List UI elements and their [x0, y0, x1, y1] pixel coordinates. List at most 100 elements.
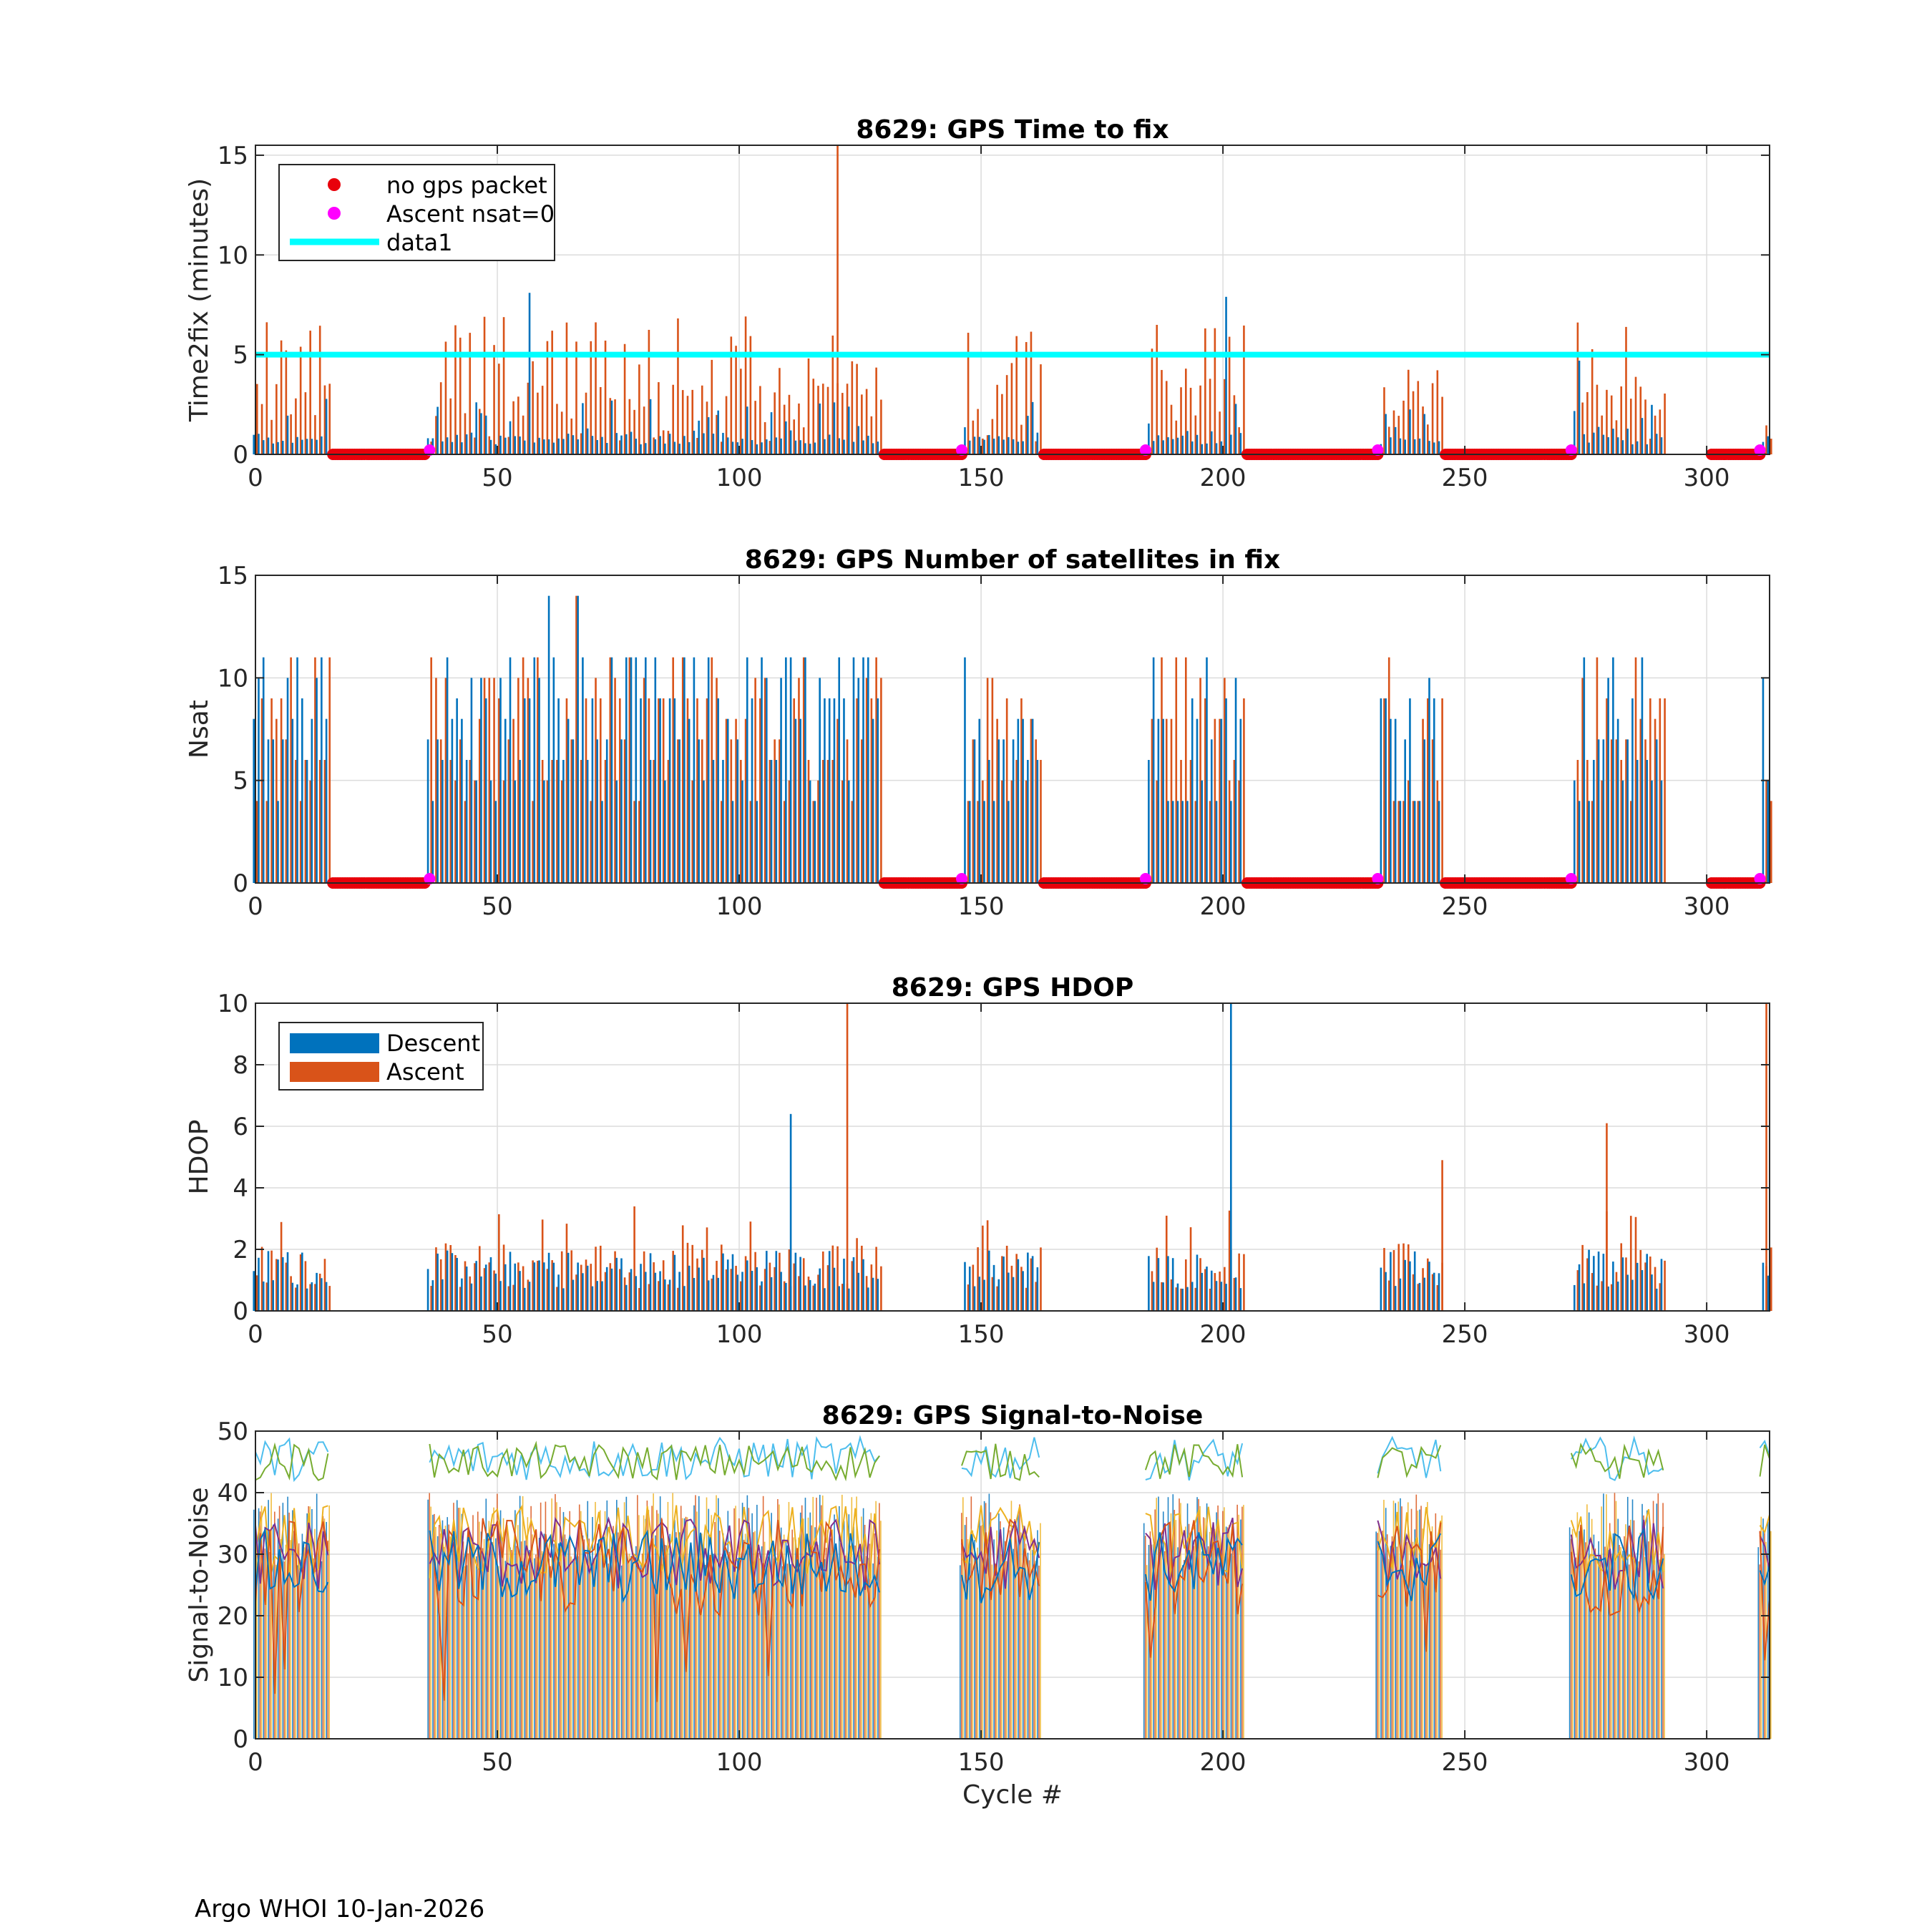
- snr-bar: [859, 1563, 861, 1739]
- bar-descent: [480, 1276, 482, 1311]
- bar-ascent: [265, 1282, 268, 1311]
- nsat0-marker: [424, 444, 436, 456]
- bar-ascent: [1596, 1285, 1599, 1311]
- snr-bar: [590, 1556, 592, 1739]
- bar-ascent: [725, 1269, 728, 1311]
- snr-bar: [1183, 1560, 1185, 1739]
- snr-bar: [965, 1517, 967, 1739]
- bar-descent: [586, 760, 589, 883]
- bar-ascent: [982, 438, 984, 454]
- bar-ascent: [744, 1256, 747, 1311]
- bar-descent: [1651, 1274, 1653, 1311]
- snr-bar: [1214, 1528, 1216, 1739]
- bar-ascent: [439, 382, 442, 454]
- snr-bar: [754, 1531, 756, 1739]
- bar-ascent: [304, 1261, 307, 1311]
- bar-descent: [1418, 801, 1421, 883]
- snr-bar: [972, 1530, 974, 1739]
- bar-spike: [1229, 1003, 1232, 1311]
- bar-descent: [1423, 739, 1426, 883]
- bar-ascent: [290, 1276, 292, 1311]
- tick-label-y: 5: [233, 341, 248, 370]
- bar-descent: [625, 1284, 628, 1311]
- bar-ascent: [498, 698, 500, 883]
- snr-bar: [1188, 1523, 1190, 1739]
- bar-ascent: [662, 698, 665, 883]
- bar-descent: [321, 1278, 323, 1311]
- bar-descent: [1612, 1262, 1614, 1311]
- snr-bar: [498, 1566, 499, 1739]
- snr-bar: [664, 1545, 666, 1739]
- bar-descent: [311, 1282, 313, 1311]
- bar-descent: [780, 438, 782, 454]
- snr-bar: [1027, 1552, 1029, 1739]
- bar-ascent: [1422, 1268, 1424, 1311]
- bar-descent: [630, 1269, 633, 1311]
- bar-descent: [1418, 1282, 1421, 1311]
- bar-ascent: [1441, 396, 1443, 454]
- bar-descent: [1621, 1257, 1624, 1311]
- bar-descent: [997, 1279, 1000, 1311]
- bar-descent: [1602, 1254, 1605, 1311]
- bar-ascent: [580, 760, 582, 883]
- snr-bar: [1385, 1508, 1387, 1739]
- snr-bar: [588, 1538, 590, 1739]
- bar-ascent: [1214, 328, 1216, 454]
- snr-bar: [670, 1553, 672, 1739]
- bar-ascent: [560, 780, 563, 883]
- snr-bar: [1040, 1523, 1041, 1739]
- snr-bar: [583, 1539, 585, 1739]
- bar-ascent: [1161, 1282, 1163, 1311]
- tick-label-x: 0: [248, 464, 263, 492]
- legend-entry: no gps packet: [386, 172, 547, 199]
- bar-descent: [717, 410, 719, 454]
- snr-bar: [1206, 1503, 1208, 1739]
- snr-bar: [656, 1510, 658, 1739]
- bar-ascent: [677, 739, 679, 883]
- snr-bar: [680, 1506, 682, 1739]
- bar-descent: [775, 437, 778, 454]
- bar-descent: [1206, 443, 1208, 454]
- bar-descent: [673, 698, 676, 883]
- bar-ascent: [1224, 379, 1226, 454]
- bar-descent: [291, 718, 294, 883]
- bar-ascent: [861, 739, 863, 883]
- bar-descent: [867, 435, 869, 454]
- bar-ascent: [831, 335, 834, 454]
- snr-bar: [962, 1497, 964, 1739]
- bar-ascent: [1407, 1244, 1410, 1311]
- bar-descent: [775, 760, 778, 883]
- bar-ascent: [696, 698, 698, 883]
- snr-bar: [478, 1521, 480, 1739]
- bar-descent: [301, 1252, 303, 1311]
- bar-descent: [1767, 436, 1769, 454]
- snr-bar: [562, 1512, 565, 1739]
- snr-bar: [1604, 1546, 1606, 1739]
- bar-descent: [804, 443, 806, 454]
- bar-descent: [756, 444, 758, 454]
- bar-ascent: [1431, 383, 1434, 454]
- bar-descent: [1626, 1274, 1629, 1311]
- snr-bar: [507, 1537, 509, 1739]
- snr-bar: [611, 1546, 613, 1739]
- bar-ascent: [275, 1259, 278, 1311]
- bar-descent: [1152, 1282, 1155, 1311]
- snr-bar: [1378, 1523, 1380, 1739]
- bar-ascent: [1625, 1257, 1627, 1311]
- bar-ascent: [1015, 336, 1018, 454]
- bar-descent: [789, 657, 792, 883]
- snr-bar: [483, 1538, 485, 1739]
- bar-ascent: [686, 396, 689, 454]
- bar-ascent: [865, 389, 868, 454]
- bar-descent: [1767, 780, 1769, 883]
- snr-bar: [740, 1563, 741, 1739]
- tick-label-x: 0: [248, 892, 263, 921]
- bar-descent: [635, 439, 638, 454]
- bar-ascent: [1025, 342, 1028, 454]
- bar-ascent: [1219, 411, 1221, 454]
- snr-bar: [597, 1548, 600, 1739]
- snr-bar: [738, 1518, 740, 1739]
- snr-bar: [314, 1528, 316, 1739]
- bar-ascent: [256, 1275, 258, 1311]
- bar-ascent: [836, 1246, 839, 1311]
